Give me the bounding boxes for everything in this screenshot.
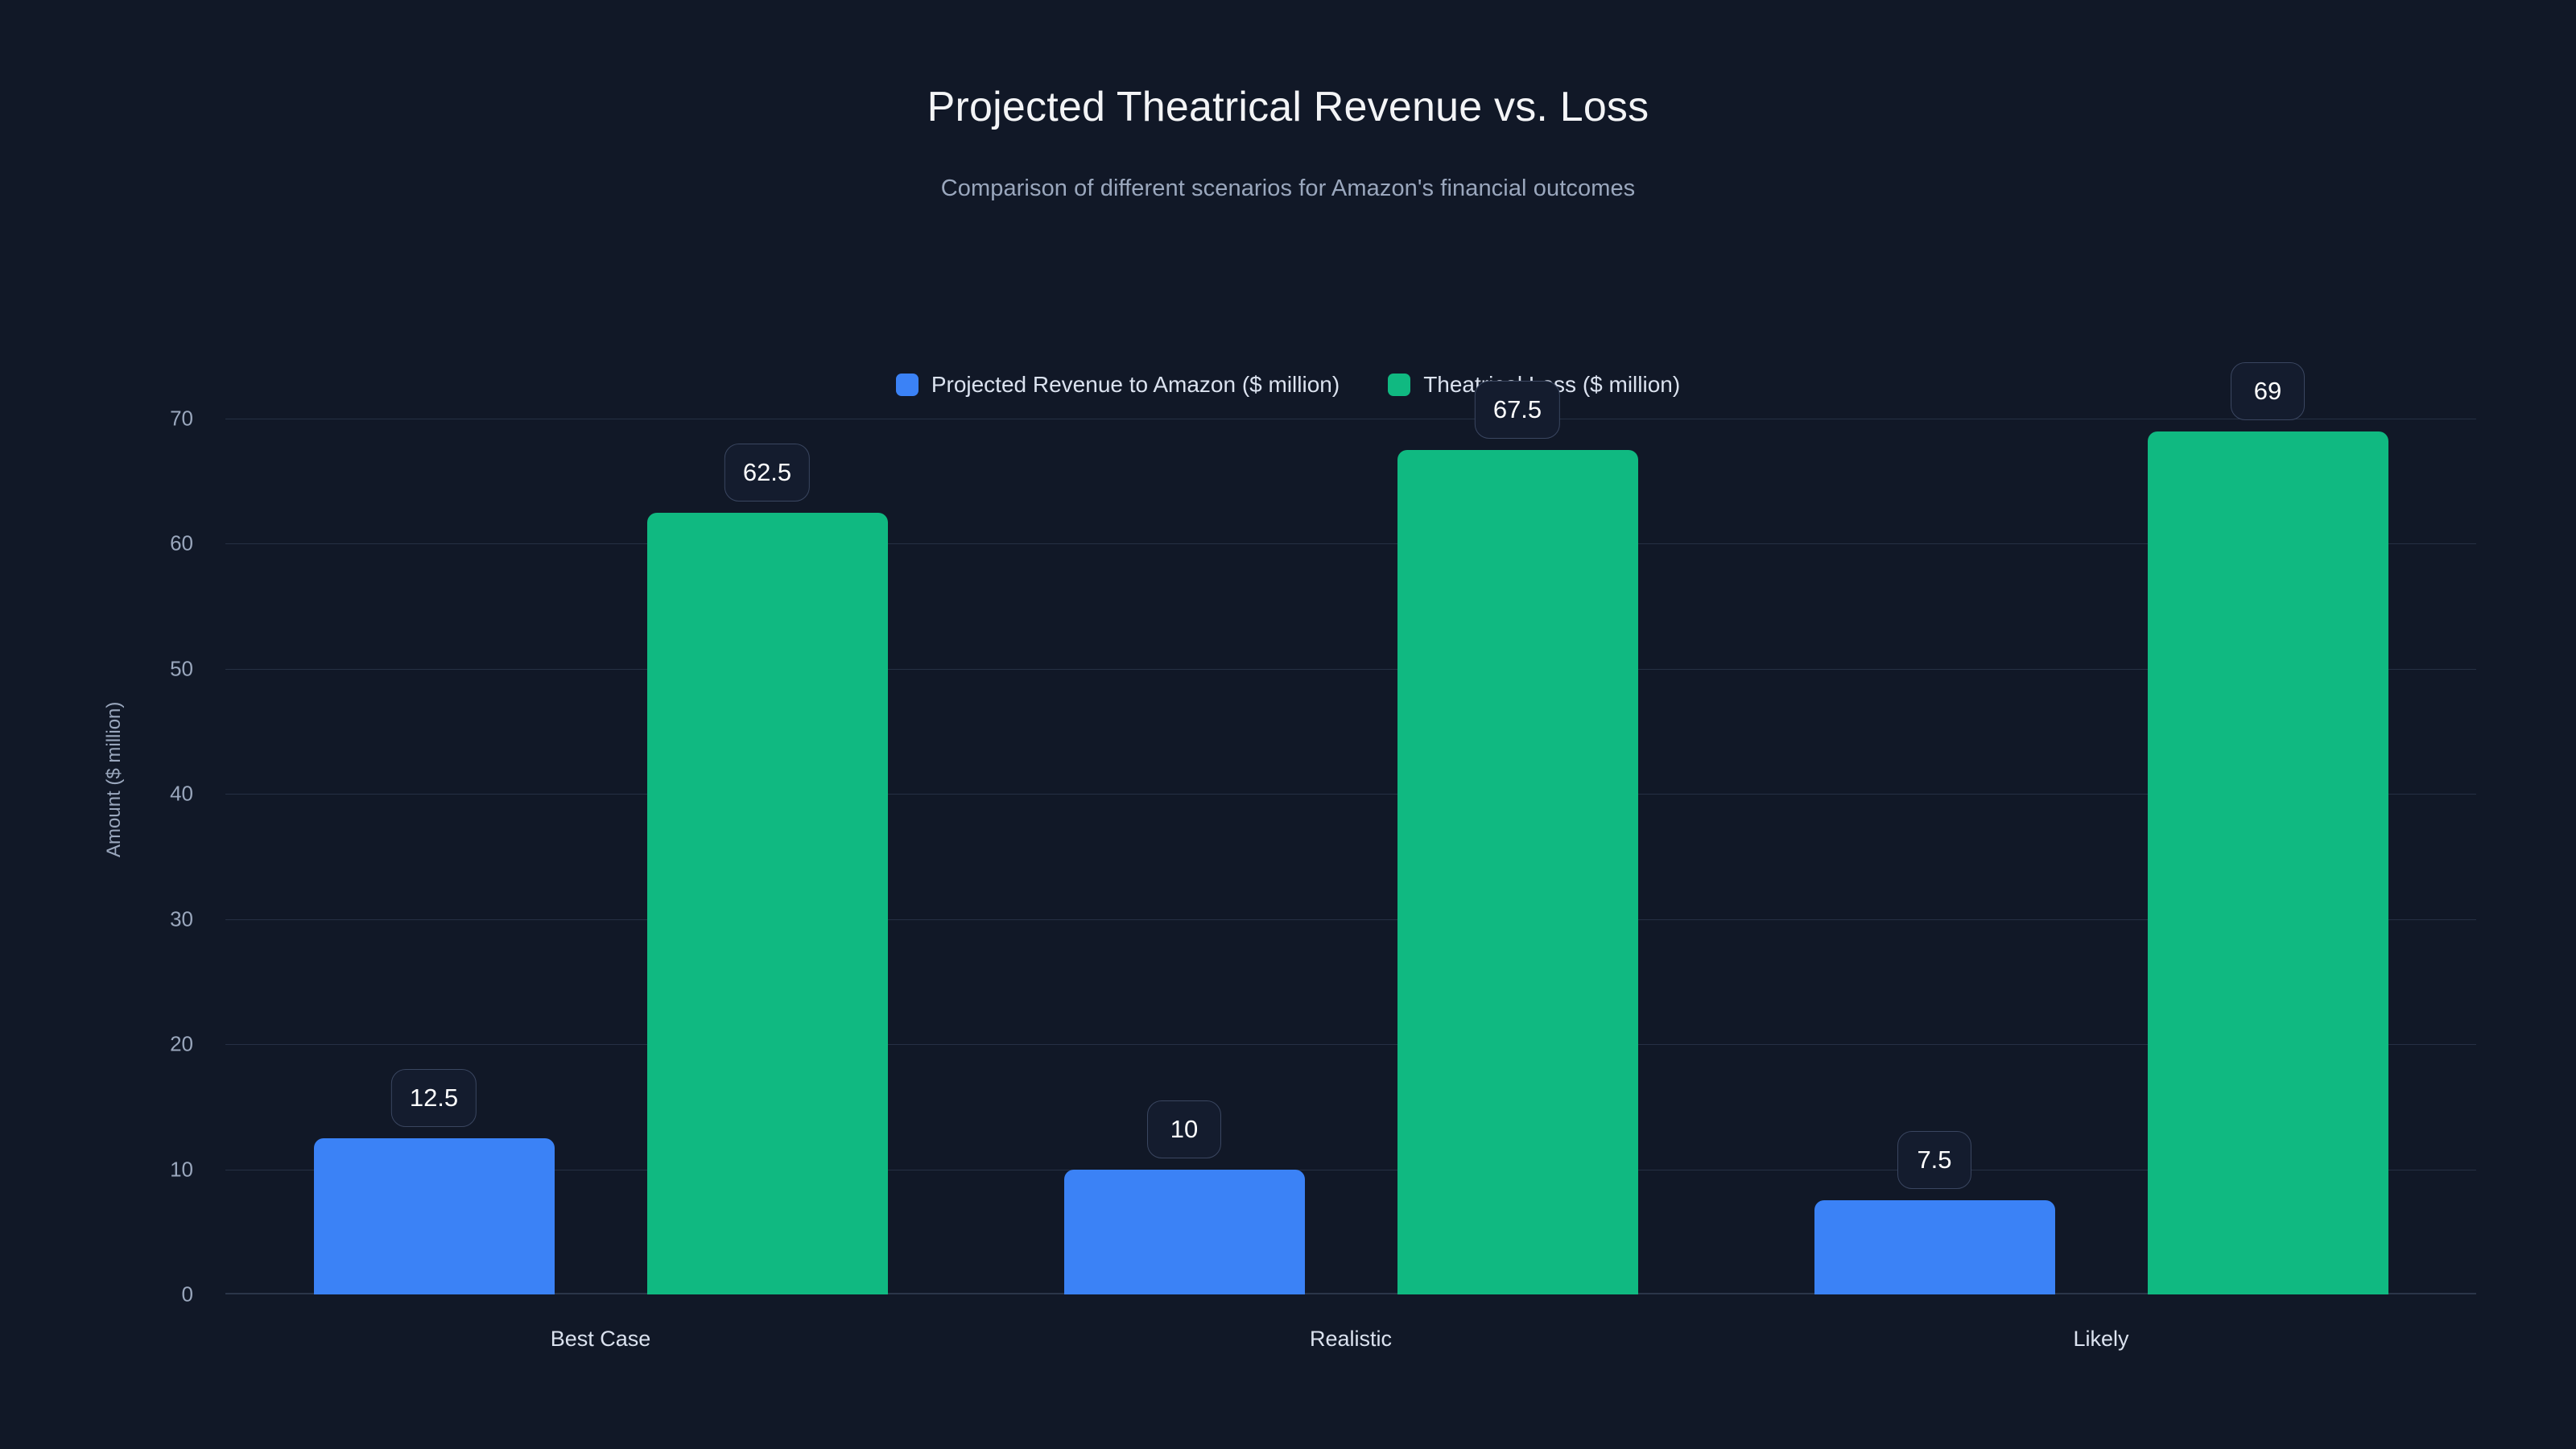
bars-layer	[225, 419, 2476, 1294]
value-label: 10	[1147, 1100, 1221, 1158]
y-axis-tick-label: 0	[181, 1282, 193, 1307]
legend-item-revenue[interactable]: Projected Revenue to Amazon ($ million)	[895, 372, 1340, 398]
x-axis-tick-label: Realistic	[1309, 1327, 1393, 1351]
value-label: 12.5	[390, 1068, 477, 1127]
x-axis-tick-label: Best Case	[550, 1327, 651, 1351]
y-axis-tick-label: 60	[170, 530, 193, 555]
plot-area	[225, 419, 2476, 1294]
gridline	[225, 1044, 2476, 1046]
value-label: 67.5	[1474, 380, 1561, 439]
y-axis-tick-label: 70	[170, 406, 193, 431]
y-axis-tick-label: 40	[170, 781, 193, 806]
chart-subtitle: Comparison of different scenarios for Am…	[940, 175, 1636, 202]
bar-realistic-series-2[interactable]	[1397, 449, 1638, 1294]
legend-swatch-loss-icon	[1388, 374, 1411, 396]
y-axis-tick-label: 30	[170, 906, 193, 931]
bar-likely-series-1[interactable]	[1814, 1200, 2055, 1294]
bar-best-case-series-2[interactable]	[646, 512, 888, 1294]
gridline	[225, 919, 2476, 920]
bar-likely-series-2[interactable]	[2147, 431, 2388, 1294]
chart-legend: Projected Revenue to Amazon ($ million) …	[0, 372, 2576, 398]
value-label: 7.5	[1897, 1131, 1971, 1190]
y-axis-tick-label: 20	[170, 1031, 193, 1056]
gridline	[225, 794, 2476, 795]
legend-swatch-revenue-icon	[895, 374, 919, 396]
value-label: 69	[2231, 361, 2305, 420]
bar-best-case-series-1[interactable]	[313, 1137, 555, 1294]
y-axis-tick-label: 10	[170, 1157, 193, 1182]
bar-realistic-series-1[interactable]	[1063, 1169, 1305, 1294]
chart-title: Projected Theatrical Revenue vs. Loss	[927, 84, 1649, 130]
value-label: 62.5	[724, 443, 811, 502]
legend-label-revenue: Projected Revenue to Amazon ($ million)	[931, 372, 1340, 397]
y-axis-tick-label: 50	[170, 656, 193, 681]
y-axis-title: Amount ($ million)	[103, 701, 125, 857]
gridline	[225, 543, 2476, 545]
x-axis-tick-label: Likely	[2073, 1327, 2129, 1351]
x-axis-line	[225, 1293, 2476, 1294]
gridline	[225, 668, 2476, 670]
chart-header: Projected Theatrical Revenue vs. Loss Co…	[0, 0, 2576, 202]
